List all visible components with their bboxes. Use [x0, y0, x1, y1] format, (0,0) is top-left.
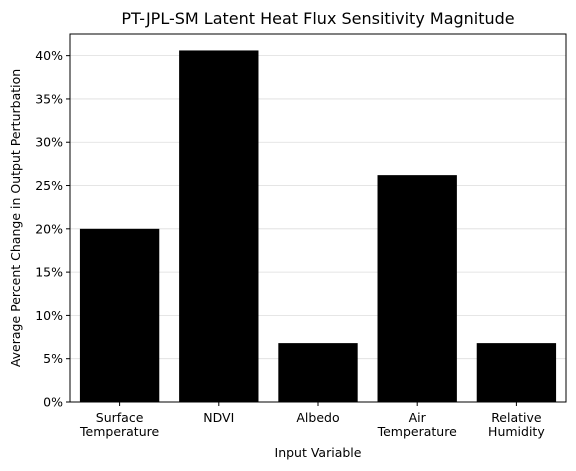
bars — [79, 50, 557, 403]
y-tick-label: 5% — [43, 351, 63, 366]
bar — [476, 343, 557, 402]
bar — [278, 343, 358, 402]
y-tick-label: 0% — [43, 395, 63, 410]
y-tick-label: 25% — [35, 178, 63, 193]
x-axis-label: Input Variable — [275, 445, 362, 460]
y-tick-label: 30% — [35, 135, 63, 150]
x-tick-label: Albedo — [296, 410, 339, 425]
bar — [377, 175, 457, 402]
bar — [179, 50, 259, 403]
x-tick-label: Surface Temperature — [79, 410, 159, 439]
y-tick-label: 35% — [35, 91, 63, 106]
x-tick-label: Relative Humidity — [488, 410, 545, 439]
x-tick-label: Air Temperature — [377, 410, 457, 439]
y-tick-label: 10% — [35, 308, 63, 323]
y-tick-label: 40% — [35, 48, 63, 63]
bar — [79, 228, 160, 402]
x-tick-label: NDVI — [203, 410, 234, 425]
y-tick-label: 20% — [35, 221, 63, 236]
chart-title: PT-JPL-SM Latent Heat Flux Sensitivity M… — [121, 9, 514, 28]
x-axis: Surface Temperature NDVI Albedo Air Temperatu… — [79, 402, 545, 439]
y-tick-label: 15% — [35, 265, 63, 280]
y-axis-label: Average Percent Change in Output Perturb… — [8, 69, 23, 367]
y-axis: 0% 5% 10% 15% 20% 25% 30% 35% 40% — [35, 48, 70, 410]
